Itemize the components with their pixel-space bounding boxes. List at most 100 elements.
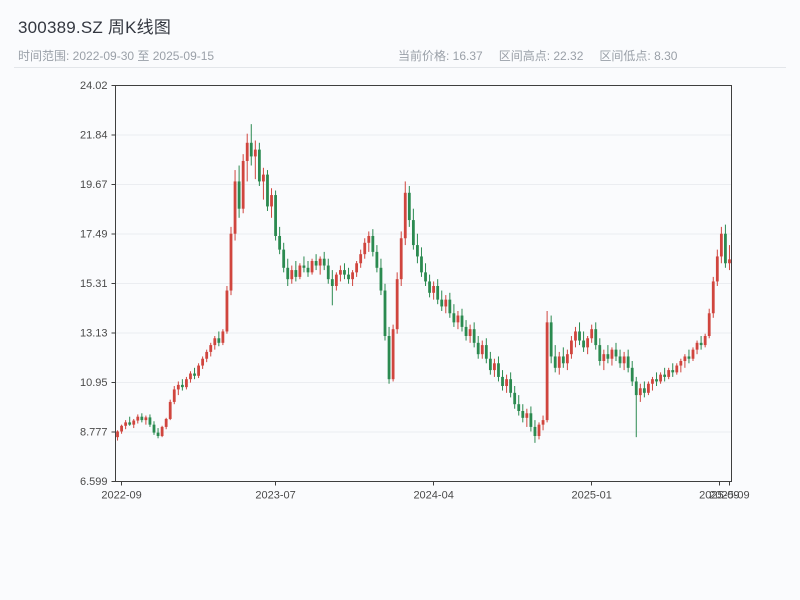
candle-body [379, 267, 383, 291]
candle-body [472, 329, 476, 343]
x-tick-label: 2025-01 [571, 490, 611, 502]
candle-body [249, 142, 253, 157]
candle-body [176, 384, 180, 390]
candle-body [407, 192, 411, 221]
candle-body [541, 420, 545, 425]
candle-body [703, 336, 707, 346]
y-tick-label: 10.95 [80, 377, 108, 389]
candle-body [505, 379, 508, 387]
candle-body [521, 411, 525, 418]
candle-body [513, 392, 517, 405]
candle-body [144, 417, 148, 421]
candle-body [614, 349, 618, 357]
candle-body [416, 245, 419, 257]
candle-body [383, 290, 387, 336]
candle-body [557, 356, 561, 368]
candle-body [367, 235, 371, 243]
candle-body [294, 270, 298, 277]
candle-body [711, 281, 715, 314]
candle-body [464, 326, 468, 336]
y-tick-label: 21.84 [80, 130, 108, 142]
candle-body [642, 388, 646, 393]
period-high-label: 区间高点: 22.32 [498, 49, 584, 63]
candle-body [213, 338, 217, 346]
candle-body [428, 281, 431, 293]
candle-body [452, 313, 456, 323]
candle-body [164, 418, 168, 427]
y-tick-label: 6.599 [80, 476, 108, 488]
candle-body [468, 329, 472, 336]
candle-body [282, 249, 286, 268]
candle-body [436, 285, 440, 300]
candle-body [257, 149, 261, 182]
candle-body [679, 361, 683, 366]
candle-body [197, 365, 200, 376]
candle-body [622, 356, 626, 364]
y-tick-label: 24.02 [80, 80, 108, 92]
candle-body [156, 432, 160, 437]
candle-body [209, 345, 213, 352]
candle-body [509, 379, 513, 393]
candle-body [501, 376, 504, 386]
candle-body [444, 299, 448, 307]
candle-body [671, 370, 675, 373]
candle-body [152, 424, 156, 433]
candle-body [448, 299, 452, 314]
candle-body [391, 329, 395, 380]
candle-body [638, 388, 642, 396]
candle-body [480, 345, 484, 355]
candle-body [578, 331, 581, 341]
candle-body [432, 285, 436, 293]
time-range-label: 时间范围: 2022-09-30 至 2025-09-15 [18, 49, 215, 63]
candle-body [124, 422, 128, 426]
candle-body [602, 354, 606, 361]
candle-body [663, 374, 667, 377]
candle-body [594, 329, 598, 346]
candle-body [132, 420, 136, 425]
candle-body [570, 340, 573, 355]
candle-body [424, 272, 427, 282]
candle-body [274, 195, 277, 236]
candle-body [286, 267, 290, 280]
candle-body [298, 265, 302, 277]
candle-body [675, 365, 679, 373]
candle-body [193, 373, 196, 376]
candle-body [561, 356, 565, 364]
x-tick-label: 2022-09 [101, 490, 141, 502]
candle-body [529, 413, 533, 427]
candle-body [201, 358, 205, 366]
x-tick-label: 2023-07 [255, 490, 295, 502]
candle-body [667, 370, 671, 377]
y-tick-label: 13.13 [80, 328, 108, 340]
candle-body [221, 331, 225, 343]
candle-body [460, 315, 464, 327]
candle-body [334, 274, 338, 286]
candle-body [553, 356, 557, 368]
candle-body [237, 181, 241, 209]
candle-body [691, 349, 695, 359]
candle-body [205, 351, 209, 359]
candle-body [330, 279, 334, 286]
candle-body [351, 272, 354, 280]
candle-body [488, 358, 492, 371]
candle-body [476, 342, 480, 355]
header-divider [14, 67, 786, 68]
candle-body [399, 238, 403, 280]
candle-body [120, 425, 123, 432]
candle-body [245, 142, 249, 161]
candle-body [493, 363, 496, 371]
candle-body [290, 270, 294, 280]
current-price-label: 当前价格: 16.37 [398, 49, 483, 63]
candle-body [395, 279, 399, 330]
candle-body [440, 299, 444, 307]
candle-body [647, 383, 650, 393]
x-tick-label: 2024-04 [413, 490, 453, 502]
candle-body [375, 251, 379, 268]
candle-body [687, 356, 691, 359]
candle-body [582, 340, 585, 348]
candle-body [270, 195, 273, 207]
candle-body [359, 254, 363, 264]
candle-body [225, 290, 229, 332]
candle-body [630, 367, 634, 382]
